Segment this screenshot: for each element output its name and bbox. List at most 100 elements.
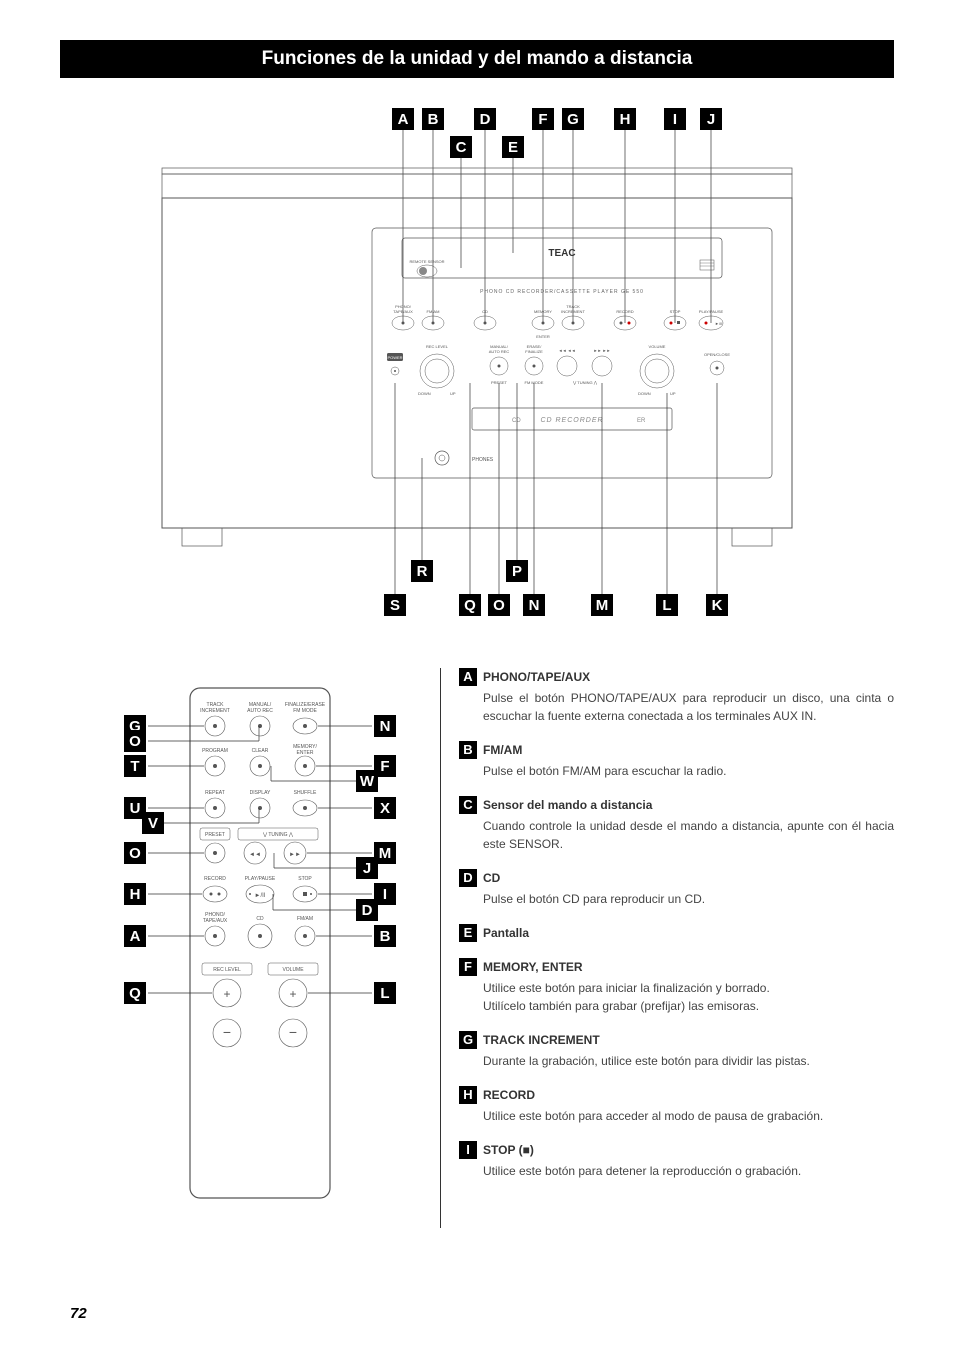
desc-body: Pulse el botón FM/AM para escuchar la ra… <box>483 762 894 780</box>
svg-text:DOWN: DOWN <box>638 391 651 396</box>
desc-A: A PHONO/TAPE/AUX Pulse el botón PHONO/TAP… <box>459 668 894 725</box>
label-S: S <box>384 594 406 616</box>
svg-text:◄◄ ◄◄: ◄◄ ◄◄ <box>559 348 576 353</box>
desc-body: Utilice este botón para detener la repro… <box>483 1162 894 1180</box>
desc-H: HRECORD Utilice este botón para acceder … <box>459 1086 894 1125</box>
svg-text:STOP: STOP <box>298 876 312 882</box>
svg-text:RECORD: RECORD <box>204 876 226 882</box>
rlabel-V: V <box>142 812 164 834</box>
label-J: J <box>700 108 722 130</box>
desc-B: BFM/AM Pulse el botón FM/AM para escucha… <box>459 741 894 780</box>
svg-text:PHONO CD RECORDER/CASSETTE PLA: PHONO CD RECORDER/CASSETTE PLAYER GE 550 <box>480 289 644 295</box>
label-C: C <box>450 136 472 158</box>
rlabel-L: L <box>374 982 396 1004</box>
remote-diagram: TRACK INCREMENT MANUAL/ AUTO REC FINALIZ… <box>60 668 410 1228</box>
desc-letter: H <box>459 1086 477 1104</box>
desc-letter: B <box>459 741 477 759</box>
description-column: A PHONO/TAPE/AUX Pulse el botón PHONO/TAP… <box>440 668 894 1228</box>
svg-text:FM/AM: FM/AM <box>297 916 313 922</box>
svg-text:FM/AM: FM/AM <box>427 309 440 314</box>
svg-text:STOP: STOP <box>670 309 681 314</box>
svg-text:CD RECORDER: CD RECORDER <box>540 417 603 424</box>
svg-text:RECORD: RECORD <box>616 309 633 314</box>
desc-body: Pulse el botón CD para reproducir un CD. <box>483 890 894 908</box>
rlabel-X: X <box>374 797 396 819</box>
svg-text:VOLUME: VOLUME <box>282 967 304 973</box>
svg-text:►/II: ►/II <box>715 321 722 326</box>
rlabel-T: T <box>124 755 146 777</box>
label-Q2: Q <box>459 594 481 616</box>
desc-title: STOP (■) <box>483 1141 534 1159</box>
svg-text:DISPLAY: DISPLAY <box>250 790 271 796</box>
rlabel-Q: Q <box>124 982 146 1004</box>
svg-text:SHUFFLE: SHUFFLE <box>294 790 317 796</box>
desc-letter: E <box>459 924 477 942</box>
desc-C: C Sensor del mando a distancia Cuando con… <box>459 796 894 853</box>
unit-diagram: A B D F G H I J C E TEAC PHONO CD RECORD… <box>102 108 852 628</box>
desc-letter: A <box>459 668 477 686</box>
svg-text:CD: CD <box>482 309 488 314</box>
svg-text:REMOTE SENSOR: REMOTE SENSOR <box>409 259 444 264</box>
desc-title: MEMORY, ENTER <box>483 958 583 976</box>
svg-text:CLEAR: CLEAR <box>252 748 269 754</box>
svg-text:+: + <box>223 987 230 1001</box>
svg-text:MEMORY: MEMORY <box>534 309 552 314</box>
svg-text:PLAY/PAUSE: PLAY/PAUSE <box>245 876 276 882</box>
label-H: H <box>614 108 636 130</box>
desc-I: ISTOP (■) Utilice este botón para detene… <box>459 1141 894 1180</box>
desc-body: Utilice este botón para iniciar la final… <box>483 979 894 1015</box>
label-A: A <box>392 108 414 130</box>
svg-text:TEAC: TEAC <box>548 248 575 259</box>
svg-text:►► ►►: ►► ►► <box>594 348 611 353</box>
svg-text:TAPE/AUX: TAPE/AUX <box>393 309 413 314</box>
rlabel-J: J <box>356 857 378 879</box>
svg-text:TAPE/AUX: TAPE/AUX <box>203 918 228 924</box>
rlabel-A: A <box>124 925 146 947</box>
svg-text:−: − <box>289 1024 297 1040</box>
svg-text:OPEN/CLOSE: OPEN/CLOSE <box>704 352 730 357</box>
desc-letter: C <box>459 796 477 814</box>
svg-text:ENTER: ENTER <box>297 750 314 756</box>
label-E: E <box>502 136 524 158</box>
label-R: R <box>411 560 433 582</box>
svg-text:⋁ TUNING ⋀: ⋁ TUNING ⋀ <box>262 832 294 838</box>
desc-letter: F <box>459 958 477 976</box>
rlabel-N: N <box>374 715 396 737</box>
svg-text:UP: UP <box>670 391 676 396</box>
svg-text:INCREMENT: INCREMENT <box>561 309 585 314</box>
desc-title: Pantalla <box>483 924 529 942</box>
label-B: B <box>422 108 444 130</box>
desc-body: Pulse el botón PHONO/TAPE/AUX para repro… <box>483 689 894 725</box>
label-M2: M <box>591 594 613 616</box>
svg-text:VOLUME: VOLUME <box>649 344 666 349</box>
svg-text:PLAY/PAUSE: PLAY/PAUSE <box>699 309 724 314</box>
desc-title: TRACK INCREMENT <box>483 1031 600 1049</box>
svg-text:FM MODE: FM MODE <box>293 708 317 714</box>
svg-text:REC LEVEL: REC LEVEL <box>426 344 449 349</box>
desc-body: Utilice este botón para acceder al modo … <box>483 1107 894 1125</box>
svg-text:UP: UP <box>450 391 456 396</box>
svg-text:PRESET: PRESET <box>205 832 225 838</box>
label-I: I <box>664 108 686 130</box>
desc-title: Sensor del mando a distancia <box>483 796 652 814</box>
desc-letter: D <box>459 869 477 887</box>
label-P: P <box>506 560 528 582</box>
desc-D: D CD Pulse el botón CD para reproducir un… <box>459 869 894 908</box>
label-F: F <box>532 108 554 130</box>
svg-text:+: + <box>289 987 296 1001</box>
label-D: D <box>474 108 496 130</box>
svg-text:REC LEVEL: REC LEVEL <box>213 967 241 973</box>
desc-body: Cuando controle la unidad desde el mando… <box>483 817 894 853</box>
svg-text:FINALIZE: FINALIZE <box>525 349 543 354</box>
desc-title: CD <box>483 869 500 887</box>
rlabel-W: W <box>356 770 378 792</box>
svg-text:AUTO REC: AUTO REC <box>247 708 273 714</box>
desc-title: PHONO/TAPE/AUX <box>483 668 590 686</box>
svg-text:►►: ►► <box>289 852 301 858</box>
svg-text:−: − <box>223 1024 231 1040</box>
rlabel-H: H <box>124 883 146 905</box>
desc-F: F MEMORY, ENTER Utilice este botón para i… <box>459 958 894 1015</box>
label-G: G <box>562 108 584 130</box>
label-N2: N <box>523 594 545 616</box>
svg-text:REPEAT: REPEAT <box>205 790 225 796</box>
